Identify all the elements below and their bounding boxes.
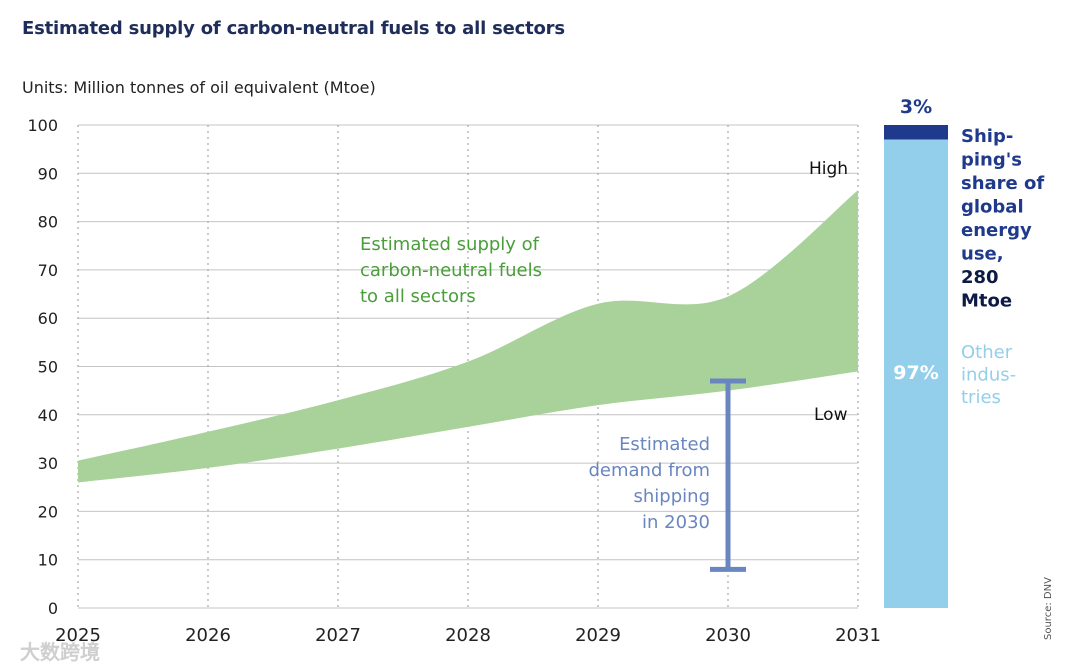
shipping-share-label-line: energy [961,220,1032,241]
y-tick-label: 60 [38,309,58,328]
band-label-line: carbon-neutral fuels [360,260,542,281]
x-tick-label: 2031 [835,625,881,646]
shipping-share-label-line: ping's [961,150,1022,171]
y-tick-label: 70 [38,261,58,280]
low-label: Low [814,405,848,425]
shipping-share-label-line: use, [961,244,1004,265]
other-industries-label-line: indus- [961,365,1016,386]
other-industries-label-line: Other [961,342,1013,363]
high-label: High [809,159,848,179]
units-label: Units: Million tonnes of oil equivalent … [22,78,376,97]
y-tick-label: 30 [38,454,58,473]
shipping-share-label-line: global [961,197,1024,218]
x-tick-label: 2027 [315,625,361,646]
demand-label-line: shipping [634,486,710,507]
band-label-line: Estimated supply of [360,234,540,255]
x-tick-label: 2028 [445,625,491,646]
y-tick-label: 50 [38,358,58,377]
source-label: Source: DNV [1043,577,1054,640]
x-tick-label: 2025 [55,625,101,646]
chart-title: Estimated supply of carbon-neutral fuels… [22,18,565,39]
watermark: 大数跨境 [20,640,100,664]
x-tick-label: 2030 [705,625,751,646]
y-tick-label: 10 [38,551,58,570]
band-label-line: to all sectors [360,286,476,307]
y-tick-label: 90 [38,164,58,183]
supply-band [78,190,858,483]
y-tick-label: 100 [27,116,58,135]
shipping-share-label-line: share of [961,173,1044,194]
shipping-share-value-line: 280 [961,267,999,288]
shipping-pct-label: 3% [900,96,932,118]
y-tick-label: 20 [38,502,58,521]
shipping-share-value-line: Mtoe [961,291,1012,312]
y-tick-label: 80 [38,213,58,232]
other-industries-bar [884,139,948,609]
other-industries-label-line: tries [961,387,1001,408]
demand-label-line: in 2030 [642,512,710,533]
y-tick-label: 40 [38,406,58,425]
x-tick-label: 2029 [575,625,621,646]
y-tick-label: 0 [48,599,58,618]
shipping-share-bar [884,125,948,140]
demand-label-line: demand from [588,460,710,481]
x-tick-label: 2026 [185,625,231,646]
other-pct-label: 97% [893,362,938,384]
shipping-share-label-line: Ship- [961,126,1013,147]
demand-label-line: Estimated [619,434,710,455]
